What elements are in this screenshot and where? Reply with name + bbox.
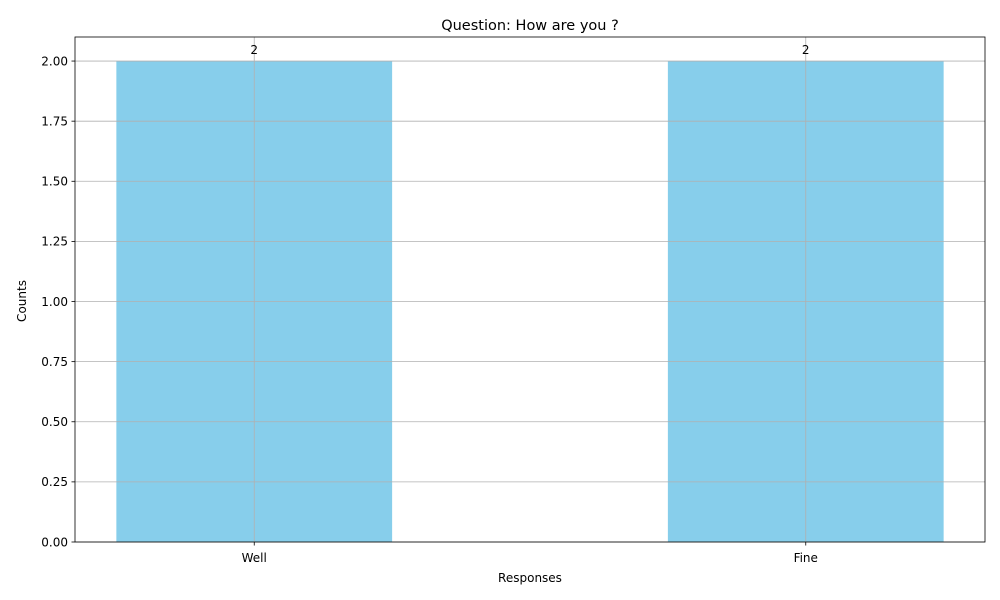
vertical-grid-layer — [75, 37, 985, 543]
data-label: 2 — [250, 43, 258, 57]
y-tick-label: 2.00 — [41, 54, 68, 68]
x-tick-label: Fine — [794, 551, 818, 565]
data-label: 2 — [802, 43, 810, 57]
plot-frame — [74, 36, 986, 543]
labels-layer: 0.00 0.25 0.50 0.75 1.00 1.25 1.50 1.75 2.00 Well… — [41, 43, 818, 565]
chart-title: Question: How are you ? — [441, 18, 619, 34]
y-tick-label: 1.25 — [41, 235, 68, 249]
y-tick-label: 0.75 — [41, 355, 68, 369]
x-tick-label: Well — [242, 551, 267, 565]
axes-layer — [71, 36, 986, 546]
y-tick-label: 1.75 — [41, 114, 68, 128]
y-tick-label: 0.00 — [41, 535, 68, 549]
x-axis-title: Responses — [498, 571, 562, 585]
y-axis-title: Counts — [15, 280, 29, 322]
y-tick-label: 0.50 — [41, 415, 68, 429]
y-tick-label: 0.25 — [41, 475, 68, 489]
y-tick-label: 1.00 — [41, 295, 68, 309]
y-tick-label: 1.50 — [41, 175, 68, 189]
